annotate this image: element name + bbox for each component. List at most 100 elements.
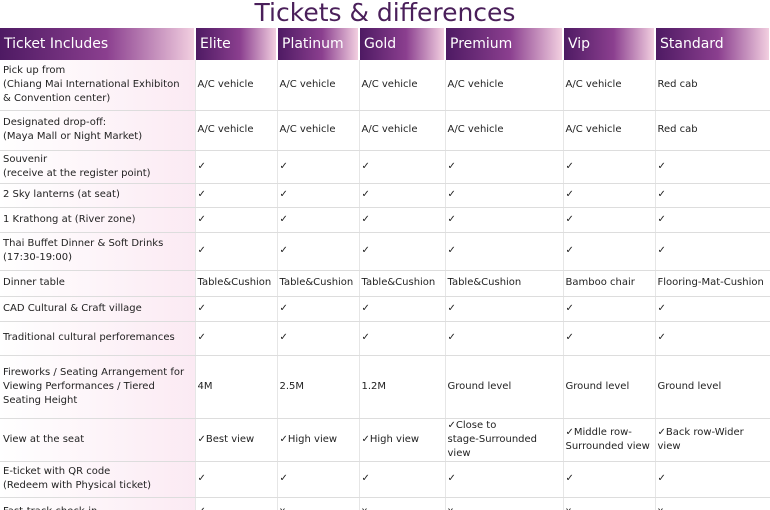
cell: ✓ xyxy=(445,461,564,498)
cell: ✓ xyxy=(563,150,656,184)
row-label: E-ticket with QR code (Redeem with Physi… xyxy=(0,461,196,498)
row-label: Fast-track check-in xyxy=(0,497,196,510)
table-row: CAD Cultural & Craft village ✓ ✓ ✓ ✓ ✓ ✓ xyxy=(0,296,770,322)
cell: ✓ xyxy=(563,183,656,208)
cell: Table&Cushion xyxy=(445,270,564,297)
cell: ✓ xyxy=(359,150,446,184)
header-row: Ticket Includes Elite Platinum Gold Premium V… xyxy=(0,28,770,60)
row-label: View at the seat xyxy=(0,418,196,462)
row-label: Fireworks / Seating Arrangement for View… xyxy=(0,355,196,419)
cell: Table&Cushion xyxy=(195,270,278,297)
cell: A/C vehicle xyxy=(445,110,564,151)
cell: A/C vehicle xyxy=(277,110,360,151)
header-cell: Premium xyxy=(445,28,564,60)
header-cell: Ticket Includes xyxy=(0,28,196,60)
cell: Ground level xyxy=(445,355,564,419)
cell: ✓ xyxy=(359,461,446,498)
cell: Ground level xyxy=(655,355,770,419)
table-row: Pick up from (Chiang Mai International E… xyxy=(0,60,770,111)
cell: A/C vehicle xyxy=(277,60,360,111)
cell: Table&Cushion xyxy=(359,270,446,297)
row-label: 2 Sky lanterns (at seat) xyxy=(0,183,196,208)
cell: ✓ xyxy=(359,321,446,356)
table-row: 1 Krathong at (River zone) ✓ ✓ ✓ ✓ ✓ ✓ xyxy=(0,207,770,233)
cell: Bamboo chair xyxy=(563,270,656,297)
cell: ✓ xyxy=(655,321,770,356)
cell: ✓ xyxy=(359,296,446,322)
cell: 2.5M xyxy=(277,355,360,419)
cell: Red cab xyxy=(655,110,770,151)
cell: ✓Back row-Wider view xyxy=(655,418,770,462)
header-cell: Elite xyxy=(195,28,278,60)
cell: Ground level xyxy=(563,355,656,419)
header-cell: Gold xyxy=(359,28,446,60)
cell: x xyxy=(655,497,770,510)
cell: ✓ xyxy=(195,150,278,184)
header-cell: Platinum xyxy=(277,28,360,60)
cell: ✓ xyxy=(195,296,278,322)
table-row: Fast-track check-in✓xxxxx xyxy=(0,497,770,510)
cell: ✓ xyxy=(655,232,770,271)
table-row: Fireworks / Seating Arrangement for View… xyxy=(0,355,770,419)
cell: A/C vehicle xyxy=(195,110,278,151)
cell: ✓ xyxy=(277,296,360,322)
table-row: E-ticket with QR code (Redeem with Physi… xyxy=(0,461,770,498)
cell: ✓High view xyxy=(359,418,446,462)
cell: x xyxy=(445,497,564,510)
cell: x xyxy=(563,497,656,510)
cell: ✓ xyxy=(277,321,360,356)
cell: ✓Middle row- Surrounded view xyxy=(563,418,656,462)
header-cell: Standard xyxy=(655,28,770,60)
cell: ✓ xyxy=(563,321,656,356)
table-row: Souvenir (receive at the register point)… xyxy=(0,150,770,184)
cell: Red cab xyxy=(655,60,770,111)
cell: ✓ xyxy=(655,183,770,208)
cell: ✓ xyxy=(277,150,360,184)
table-row: 2 Sky lanterns (at seat) ✓ ✓ ✓ ✓ ✓ ✓ xyxy=(0,183,770,208)
cell: ✓ xyxy=(445,207,564,233)
cell: ✓ xyxy=(359,232,446,271)
cell: A/C vehicle xyxy=(445,60,564,111)
cell: ✓ xyxy=(277,207,360,233)
cell: ✓ xyxy=(195,461,278,498)
row-label: Traditional cultural perforemances xyxy=(0,321,196,356)
cell: ✓ xyxy=(445,150,564,184)
row-label: Pick up from (Chiang Mai International E… xyxy=(0,60,196,111)
cell: Flooring-Mat-Cushion xyxy=(655,270,770,297)
cell: ✓ xyxy=(359,183,446,208)
cell: A/C vehicle xyxy=(563,110,656,151)
row-label: Dinner table xyxy=(0,270,196,297)
title: Tickets & differences xyxy=(254,0,516,27)
comparison-table: Ticket Includes Elite Platinum Gold Premium V… xyxy=(0,28,770,510)
cell: ✓ xyxy=(655,207,770,233)
table-row: Dinner table Table&Cushion Table&Cushion Ta… xyxy=(0,270,770,297)
table-row: Traditional cultural perforemances ✓ ✓ ✓ ✓ ✓ ✓ xyxy=(0,321,770,356)
cell: ✓Best view xyxy=(195,418,278,462)
cell: ✓ xyxy=(195,321,278,356)
cell: ✓ xyxy=(195,183,278,208)
cell: ✓ xyxy=(563,461,656,498)
cell: ✓High view xyxy=(277,418,360,462)
cell: ✓ xyxy=(655,296,770,322)
cell: 1.2M xyxy=(359,355,446,419)
cell: ✓ xyxy=(195,232,278,271)
cell: ✓ xyxy=(445,321,564,356)
cell: ✓ xyxy=(277,232,360,271)
cell: x xyxy=(277,497,360,510)
cell: ✓ xyxy=(445,296,564,322)
cell: ✓ xyxy=(563,296,656,322)
cell: ✓ xyxy=(195,207,278,233)
row-label: 1 Krathong at (River zone) xyxy=(0,207,196,233)
cell: x xyxy=(359,497,446,510)
cell: ✓ xyxy=(277,183,360,208)
table-row: Thai Buffet Dinner & Soft Drinks (17:30-… xyxy=(0,232,770,271)
cell: A/C vehicle xyxy=(195,60,278,111)
row-label: Designated drop-off: (Maya Mall or Night… xyxy=(0,110,196,151)
cell: ✓ xyxy=(445,183,564,208)
table-row: View at the seat ✓Best view ✓High view ✓Hig… xyxy=(0,418,770,462)
cell: ✓ xyxy=(195,497,278,510)
cell: ✓ xyxy=(277,461,360,498)
cell: Table&Cushion xyxy=(277,270,360,297)
cell: ✓ xyxy=(445,232,564,271)
